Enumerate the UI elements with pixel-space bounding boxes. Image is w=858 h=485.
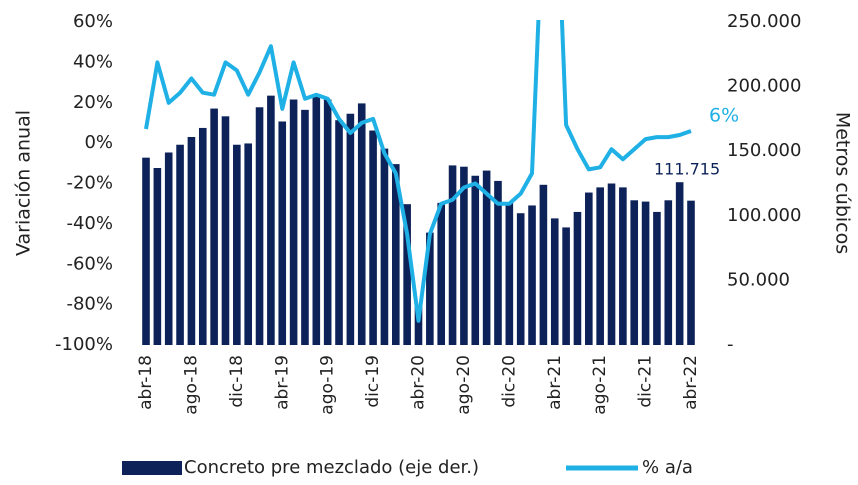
plot-area <box>142 20 695 346</box>
bar <box>403 204 411 345</box>
bar <box>482 170 491 345</box>
bar <box>278 121 287 345</box>
bar <box>494 180 502 345</box>
bar <box>357 103 366 345</box>
y-tick-label: 60% <box>73 11 113 32</box>
bar <box>244 143 252 345</box>
bar <box>448 165 457 345</box>
x-tick-label: abr-20 <box>409 355 429 410</box>
bar <box>164 152 173 345</box>
x-tick-label: dic-18 <box>227 355 247 408</box>
bar <box>607 183 616 345</box>
bar <box>687 200 695 345</box>
bar <box>335 120 343 345</box>
bar <box>233 144 241 345</box>
bar <box>653 211 661 345</box>
bar <box>187 136 196 345</box>
bar <box>516 213 525 345</box>
y2-tick-label: 250.000 <box>727 11 801 32</box>
y-tick-label: 0% <box>84 132 113 153</box>
bar <box>142 157 150 345</box>
x-tick-label: ago-18 <box>181 355 201 415</box>
bar <box>596 187 604 345</box>
data-label: 111.715 <box>654 160 720 179</box>
bar <box>460 166 468 345</box>
legend-swatch <box>122 461 182 475</box>
bar <box>391 164 400 345</box>
x-tick-label: abr-19 <box>272 355 292 410</box>
bar <box>414 306 423 345</box>
y2-tick-label: 100.000 <box>727 205 801 226</box>
bar <box>176 144 184 345</box>
bar <box>471 175 480 345</box>
bar <box>301 109 309 345</box>
bar <box>210 108 218 346</box>
x-tick-label: dic-21 <box>636 355 656 408</box>
x-tick-label: abr-18 <box>136 355 156 410</box>
bar <box>198 127 207 345</box>
bar <box>585 192 593 345</box>
y2-tick-label: 50.000 <box>727 269 790 290</box>
bar <box>675 182 684 345</box>
legend-label: % a/a <box>642 457 693 478</box>
y2-tick-label: 150.000 <box>727 140 801 161</box>
bar <box>369 130 377 345</box>
bar <box>426 232 434 345</box>
y-axis-title: Variación anual <box>13 110 35 256</box>
bar <box>550 218 559 345</box>
x-tick-label: abr-22 <box>681 355 701 410</box>
y2-tick-label: 200.000 <box>727 76 801 97</box>
bar <box>664 200 673 345</box>
x-tick-label: ago-21 <box>590 355 610 415</box>
bar <box>562 227 570 345</box>
bar <box>255 107 264 345</box>
bar <box>528 205 536 345</box>
bar <box>323 99 332 346</box>
bar <box>573 211 582 345</box>
y-tick-label: -20% <box>66 173 113 194</box>
x-tick-label: ago-20 <box>454 355 474 415</box>
y2-tick-label: - <box>727 334 734 355</box>
y-tick-label: 40% <box>73 51 113 72</box>
bar <box>267 95 275 345</box>
bar <box>380 148 389 345</box>
bar <box>221 116 230 345</box>
x-tick-label: ago-19 <box>318 355 338 415</box>
bar <box>641 201 650 345</box>
x-tick-label: dic-20 <box>499 355 519 408</box>
data-label: 6% <box>709 105 739 127</box>
x-tick-label: dic-19 <box>363 355 383 408</box>
bar <box>437 202 446 345</box>
y-tick-label: 20% <box>73 92 113 113</box>
bar <box>346 113 355 346</box>
bar <box>289 99 298 346</box>
bar <box>619 187 627 345</box>
bar <box>505 202 514 345</box>
bar <box>153 167 162 345</box>
y-tick-label: -80% <box>66 294 113 315</box>
x-tick-label: abr-21 <box>545 355 565 410</box>
y-tick-label: -40% <box>66 213 113 234</box>
y-tick-label: -100% <box>55 334 113 355</box>
legend-label: Concreto pre mezclado (eje der.) <box>184 457 479 478</box>
y-tick-label: -60% <box>66 253 113 274</box>
bar <box>539 184 548 345</box>
y2-axis-title: Metros cúbicos <box>832 112 854 254</box>
bar <box>630 200 639 345</box>
line <box>144 20 692 323</box>
bar <box>312 95 321 345</box>
